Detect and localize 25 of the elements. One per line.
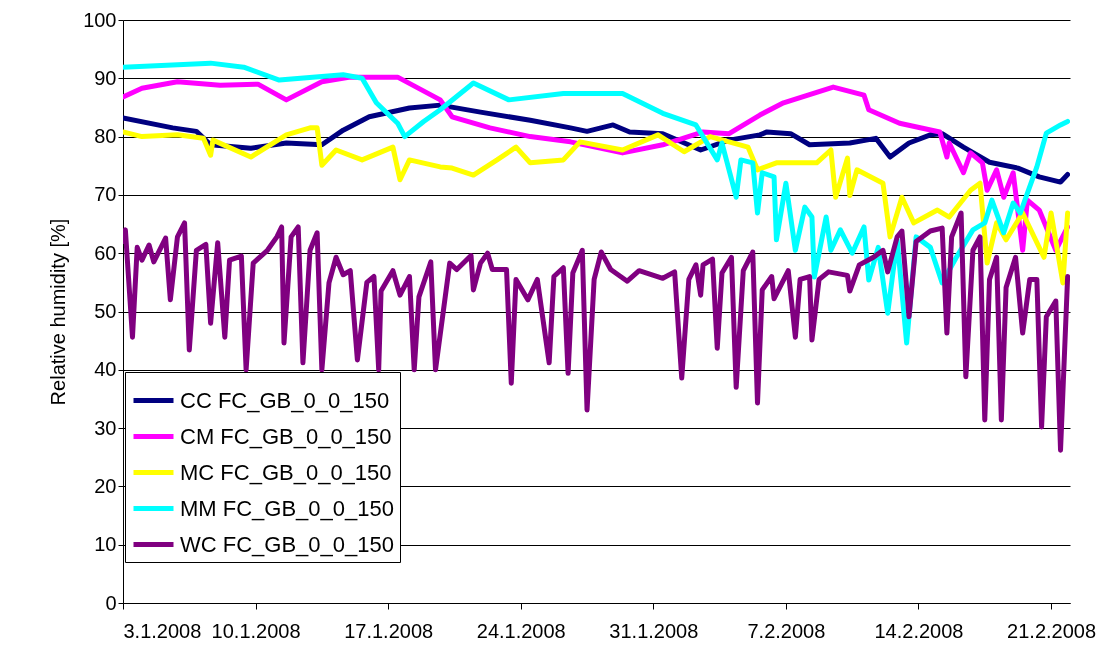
y-tick-label: 90	[94, 66, 117, 89]
x-tick-label: 17.1.2008	[344, 619, 434, 642]
y-tick-label: 30	[94, 416, 117, 439]
legend-label: CC FC_GB_0_0_150	[180, 387, 390, 413]
y-tick-label: 50	[94, 300, 117, 322]
y-axis-title: Relative humidity [%]	[47, 218, 70, 406]
y-tick-label: 10	[94, 533, 117, 556]
legend-label: MM FC_GB_0_0_150	[180, 495, 394, 521]
y-tick-label: 80	[94, 125, 117, 148]
legend-label: MC FC_GB_0_0_150	[180, 459, 392, 485]
y-tick-label: 70	[94, 183, 117, 206]
legend-label: WC FC_GB_0_0_150	[180, 531, 394, 557]
y-tick-label: 20	[94, 474, 117, 497]
x-tick-label: 24.1.2008	[476, 619, 566, 642]
y-tick-label: 40	[94, 358, 117, 381]
x-tick-label: 14.2.2008	[874, 619, 964, 642]
x-tick-label: 7.2.2008	[747, 619, 826, 642]
y-tick-label: 0	[105, 591, 117, 614]
y-tick-label: 60	[94, 241, 117, 264]
x-tick-label: 31.1.2008	[609, 619, 699, 642]
x-tick-label: 10.1.2008	[211, 619, 301, 642]
y-tick-label: 100	[83, 8, 117, 31]
legend-label: CM FC_GB_0_0_150	[180, 423, 392, 449]
x-tick-label: 3.1.2008	[123, 619, 202, 642]
x-tick-label: 21.2.2008	[1007, 619, 1097, 642]
